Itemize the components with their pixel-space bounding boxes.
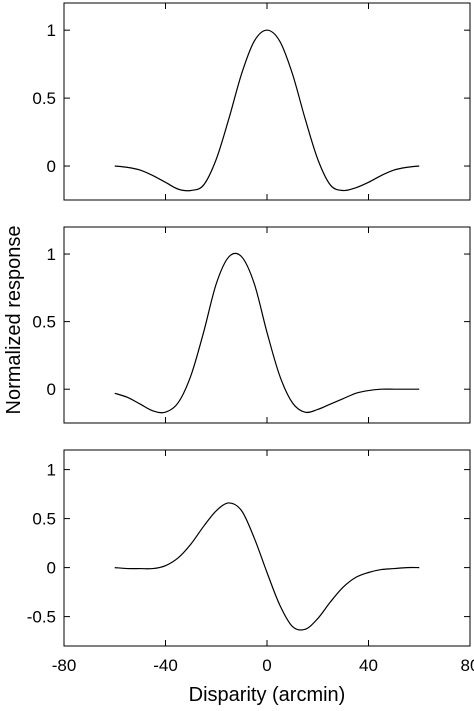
x-axis-label: Disparity (arcmin) — [189, 684, 346, 706]
shared-y-axis-label: Normalized response — [3, 226, 25, 415]
response-curve — [114, 29, 420, 192]
y-tick-label: 1 — [47, 245, 56, 264]
panel-3: -0.5 0 0.5 1 -80 -40 0 40 80 — [27, 449, 474, 675]
y-tick-label: 1 — [47, 21, 56, 40]
y-tick-label: -0.5 — [27, 608, 56, 627]
y-tick-label: 0 — [47, 380, 56, 399]
y-tick-label: 0 — [47, 157, 56, 176]
response-curve — [114, 252, 420, 414]
y-tick-label: 0 — [47, 559, 56, 578]
y-tick-label: 0.5 — [32, 510, 56, 529]
x-tick-label: 0 — [262, 656, 271, 675]
y-tick-label: 0.5 — [32, 313, 56, 332]
plot-frame — [63, 449, 471, 647]
panel-2: 00.51 — [32, 226, 471, 424]
plot-frame — [63, 2, 471, 201]
x-tick-label: -40 — [153, 656, 178, 675]
response-curve — [114, 502, 420, 631]
plot-frame — [63, 226, 471, 424]
panel-1: 00.51 — [32, 2, 471, 201]
x-tick-label: 40 — [359, 656, 378, 675]
y-tick-label: 0.5 — [32, 89, 56, 108]
x-tick-label: -80 — [52, 656, 77, 675]
x-tick-label: 80 — [461, 656, 474, 675]
y-tick-label: 1 — [47, 461, 56, 480]
